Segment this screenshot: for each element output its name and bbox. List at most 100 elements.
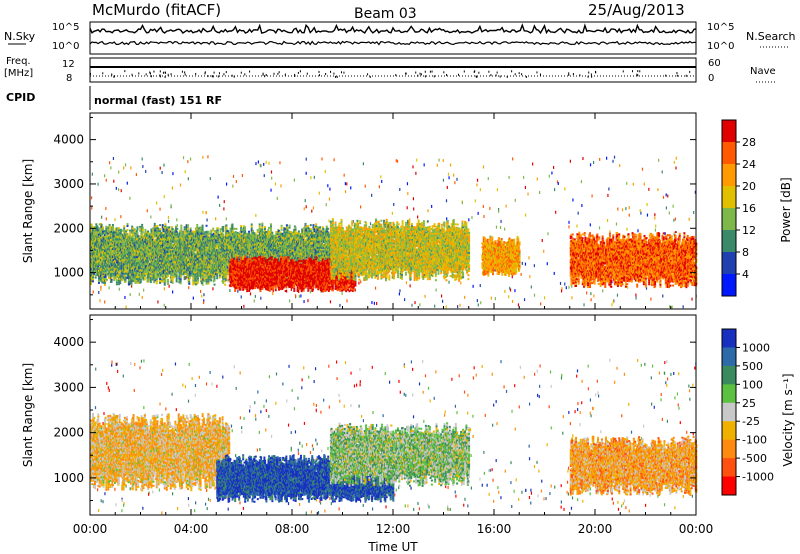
power-speckle — [172, 187, 173, 190]
power-speckle — [534, 264, 535, 267]
date-title: 25/Aug/2013 — [588, 1, 685, 19]
power-speckle — [371, 194, 372, 197]
power-speckle — [330, 300, 331, 303]
power-speckle — [143, 289, 144, 292]
power-speckle — [635, 294, 636, 297]
power-speckle — [491, 297, 492, 300]
power-speckle — [218, 196, 219, 199]
power-speckle — [524, 298, 525, 301]
power-speckle — [219, 204, 220, 207]
power-speckle — [310, 176, 311, 179]
power-feature-0-cell — [101, 281, 103, 283]
power-speckle — [476, 183, 477, 186]
freq-panel: Freq. [MHz] 12 8 60 0 Nave — [4, 56, 776, 84]
power-speckle — [129, 197, 130, 200]
freq-speckle — [151, 75, 152, 77]
power-speckle — [675, 218, 676, 221]
power-feature-0-cell — [98, 282, 100, 284]
power-speckle — [114, 218, 115, 221]
power-speckle — [98, 291, 99, 294]
power-speckle — [120, 215, 121, 218]
power-speckle — [555, 211, 556, 214]
freq-speckle — [425, 71, 426, 73]
freq-speckle — [165, 72, 166, 74]
freq-speckle — [370, 76, 371, 78]
power-speckle — [673, 205, 674, 208]
power-speckle — [375, 287, 376, 290]
power-speckle — [380, 175, 381, 178]
freq-speckle — [519, 72, 520, 74]
power-speckle — [270, 189, 271, 192]
power-speckle — [393, 203, 394, 206]
power-speckle — [599, 158, 600, 161]
power-feature-0-cell — [91, 223, 93, 225]
freq-speckle — [325, 73, 326, 75]
power-speckle — [650, 298, 651, 301]
power-speckle — [406, 281, 407, 284]
power-speckle — [612, 160, 613, 163]
power-speckle — [118, 171, 119, 174]
freq-speckle — [214, 72, 215, 74]
freq-speckle — [521, 73, 522, 75]
power-speckle — [532, 162, 533, 165]
freq-speckle — [111, 73, 112, 75]
power-panel: 4000300020001000 Slant Range [km] 282420… — [21, 113, 793, 309]
freq-speckle — [274, 73, 275, 75]
power-speckle — [591, 298, 592, 301]
power-speckle — [157, 300, 158, 303]
power-speckle — [689, 218, 690, 221]
freq-speckle — [588, 76, 589, 78]
power-speckle — [654, 213, 655, 216]
freq-speckle — [335, 76, 336, 78]
power-speckle — [172, 290, 173, 293]
power-speckle — [243, 305, 244, 308]
freq-speckle — [207, 75, 208, 77]
freq-speckle — [406, 73, 407, 75]
freq-speckle — [686, 75, 687, 77]
freq-speckle — [341, 71, 342, 73]
power-speckle — [313, 206, 314, 209]
freq-speckle — [244, 73, 245, 75]
power-speckle — [412, 165, 413, 168]
power-speckle — [646, 203, 647, 206]
power-speckle — [568, 286, 569, 289]
power-speckle — [655, 225, 656, 228]
freq-speckle — [307, 73, 308, 75]
power-speckle — [413, 207, 414, 210]
power-speckle — [537, 178, 538, 181]
power-speckle — [456, 178, 457, 181]
freq-tick-top: 12 — [62, 59, 75, 70]
freq-speckle — [212, 75, 213, 77]
power-speckle — [417, 215, 418, 218]
freq-speckle — [102, 72, 103, 74]
power-speckle — [570, 160, 571, 163]
power-speckle — [255, 162, 256, 165]
power-speckle — [124, 296, 125, 299]
power-speckle — [113, 157, 114, 160]
power-speckle — [164, 287, 165, 290]
freq-speckle — [249, 71, 250, 73]
freq-speckle — [90, 73, 91, 75]
power-speckle — [611, 303, 612, 306]
power-speckle — [92, 173, 93, 176]
power-speckle — [434, 305, 435, 308]
power-speckle — [180, 183, 181, 186]
cpid-label: CPID — [6, 91, 35, 104]
power-speckle — [255, 214, 256, 217]
power-speckle — [478, 303, 479, 306]
power-speckle — [568, 221, 569, 224]
power-speckle — [203, 301, 204, 304]
power-speckle — [399, 188, 400, 191]
station-title: McMurdo (fitACF) — [92, 1, 221, 19]
power-speckle — [483, 205, 484, 208]
power-feature-0-cell — [92, 276, 94, 278]
power-speckle — [607, 194, 608, 197]
power-speckle — [483, 165, 484, 168]
power-speckle — [616, 223, 617, 226]
noise-trace — [90, 25, 696, 44]
power-speckle — [415, 172, 416, 175]
power-speckle — [626, 182, 627, 185]
freq-speckle — [677, 75, 678, 77]
power-speckle — [268, 162, 269, 165]
power-speckle — [193, 297, 194, 300]
